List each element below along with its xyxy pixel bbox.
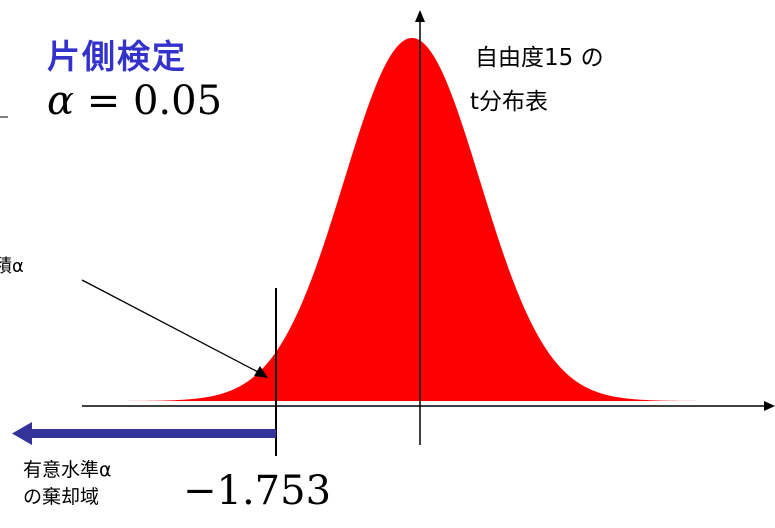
significance-level: α = 0.05: [47, 78, 222, 124]
area-pointer-arrowhead: [254, 366, 268, 378]
rejection-region-label-line2: の棄却域: [23, 486, 100, 508]
alpha-equals: =: [86, 78, 121, 124]
critical-value-label: −1.753: [183, 468, 332, 514]
alpha-value: 0.05: [132, 78, 223, 124]
area-alpha-label: 積α: [0, 256, 24, 277]
area-pointer-line: [81, 279, 259, 373]
t-distribution-curve-fill: [118, 38, 708, 401]
alpha-symbol: α: [47, 78, 75, 124]
rejection-arrow-head: [12, 422, 32, 445]
rejection-arrow-shaft: [30, 429, 276, 438]
degrees-of-freedom-label: 自由度15 の: [475, 45, 604, 71]
x-axis-arrowhead: [764, 401, 775, 411]
test-type-title: 片側検定: [47, 37, 187, 76]
y-axis-arrowhead: [415, 10, 425, 22]
distribution-table-label: t分布表: [470, 89, 549, 115]
rejection-region-label-line1: 有意水準α: [23, 459, 112, 481]
